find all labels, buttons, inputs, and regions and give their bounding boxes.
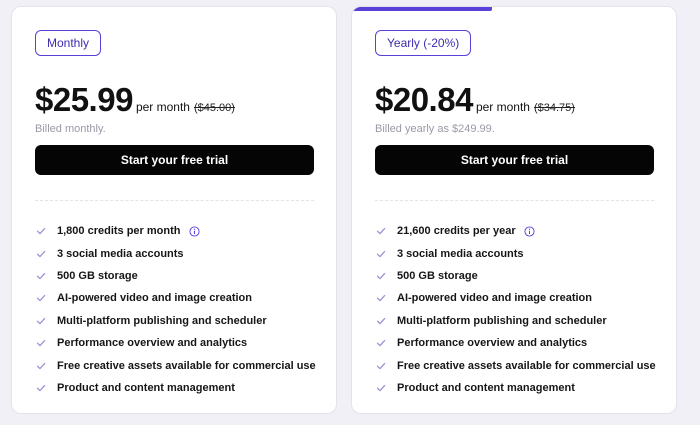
info-icon[interactable]: [524, 226, 535, 237]
feature-item: Free creative assets available for comme…: [375, 354, 656, 376]
feature-label: Performance overview and analytics: [397, 337, 588, 350]
feature-label: 3 social media accounts: [397, 247, 524, 260]
feature-label: 1,800 credits per month: [57, 225, 181, 238]
price-row: $20.84 per month ($34.75): [375, 81, 575, 119]
feature-item: 500 GB storage: [375, 265, 656, 287]
check-icon: [36, 317, 46, 324]
check-icon: [36, 362, 46, 369]
feature-label: 3 social media accounts: [57, 247, 184, 260]
feature-label: Free creative assets available for comme…: [397, 359, 656, 372]
check-icon: [36, 228, 46, 235]
feature-item: 1,800 credits per month: [35, 220, 316, 242]
highlight-accent-bar: [352, 7, 492, 11]
price-period: per month: [475, 100, 530, 114]
feature-label: Performance overview and analytics: [57, 337, 248, 350]
price: $25.99: [35, 81, 133, 118]
feature-item: Performance overview and analytics: [375, 332, 656, 354]
check-icon: [376, 250, 386, 257]
feature-item: AI-powered video and image creation: [375, 287, 656, 309]
feature-item: Performance overview and analytics: [35, 332, 316, 354]
feature-item: Free creative assets available for comme…: [35, 354, 316, 376]
original-price: ($45.00): [193, 102, 235, 114]
billing-note: Billed yearly as $249.99.: [375, 123, 495, 135]
feature-item: Multi-platform publishing and scheduler: [375, 310, 656, 332]
start-free-trial-button[interactable]: Start your free trial: [35, 145, 314, 175]
feature-label: AI-powered video and image creation: [57, 292, 252, 305]
divider: [35, 200, 314, 201]
feature-item: 500 GB storage: [35, 265, 316, 287]
billing-note: Billed monthly.: [35, 123, 106, 135]
check-icon: [36, 295, 46, 302]
check-icon: [376, 228, 386, 235]
feature-list: 21,600 credits per year 3 social media a…: [375, 220, 656, 399]
price: $20.84: [375, 81, 473, 118]
check-icon: [36, 340, 46, 347]
check-icon: [376, 317, 386, 324]
feature-label: 500 GB storage: [397, 269, 478, 282]
feature-item: 3 social media accounts: [375, 242, 656, 264]
price-period: per month: [135, 100, 190, 114]
price-row: $25.99 per month ($45.00): [35, 81, 235, 119]
divider: [375, 200, 654, 201]
feature-label: Product and content management: [57, 381, 235, 394]
check-icon: [376, 340, 386, 347]
feature-item: Multi-platform publishing and scheduler: [35, 310, 316, 332]
check-icon: [36, 250, 46, 257]
original-price: ($34.75): [533, 102, 575, 114]
pricing-card-monthly: Monthly $25.99 per month ($45.00) Billed m…: [11, 6, 337, 414]
feature-label: AI-powered video and image creation: [397, 292, 592, 305]
feature-label: Multi-platform publishing and scheduler: [57, 314, 267, 327]
feature-label: 500 GB storage: [57, 269, 138, 282]
check-icon: [376, 295, 386, 302]
feature-item: AI-powered video and image creation: [35, 287, 316, 309]
feature-item: 3 social media accounts: [35, 242, 316, 264]
check-icon: [36, 272, 46, 280]
plan-label: Monthly: [35, 30, 102, 56]
feature-label: Free creative assets available for comme…: [57, 359, 316, 372]
feature-item: Product and content management: [375, 377, 656, 399]
feature-label: Multi-platform publishing and scheduler: [397, 314, 607, 327]
check-icon: [376, 384, 386, 392]
check-icon: [36, 384, 46, 392]
plan-label: Yearly (-20%): [375, 30, 472, 56]
info-icon[interactable]: [188, 226, 200, 237]
pricing-card-yearly: Yearly (-20%) $20.84 per month ($34.75) Bi…: [351, 6, 677, 414]
feature-label: Product and content management: [397, 381, 575, 394]
feature-label: 21,600 credits per year: [397, 225, 516, 238]
check-icon: [376, 272, 386, 280]
feature-list: 1,800 credits per month 3 social media a…: [35, 220, 316, 399]
feature-item: Product and content management: [35, 377, 316, 399]
feature-item: 21,600 credits per year: [375, 220, 656, 242]
start-free-trial-button[interactable]: Start your free trial: [375, 145, 654, 175]
check-icon: [376, 362, 386, 369]
